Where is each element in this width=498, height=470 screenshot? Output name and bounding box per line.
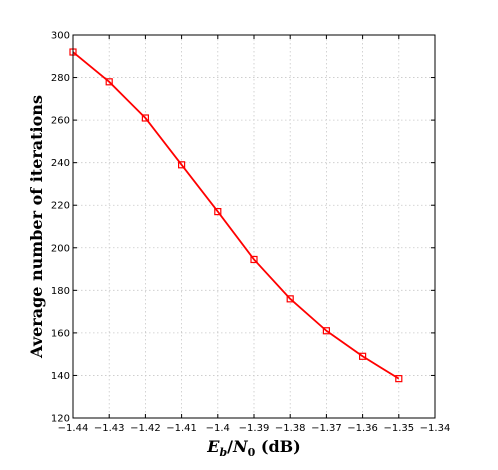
data-point-marker <box>141 114 149 122</box>
data-point-marker <box>178 161 186 169</box>
x-tick-labels: −1.44 −1.43 −1.42 −1.41 −1.4 −1.39 −1.38 −1.37−… <box>58 423 451 434</box>
data-point-marker <box>322 327 330 335</box>
y-tick-label: 280 <box>51 73 70 84</box>
y-tick-label: 300 <box>51 31 70 42</box>
x-axis-sep: / <box>227 437 233 456</box>
y-tick-label: 160 <box>51 328 70 339</box>
x-axis-unit: (dB) <box>255 437 300 456</box>
x-axis-var2: N <box>232 437 249 456</box>
x-axis-var-sub: b <box>219 446 227 459</box>
y-tick-label: 220 <box>51 201 70 212</box>
x-tick-label: −1.38 <box>275 423 306 434</box>
y-tick-labels: 120 140 160 180 200 220 240 260 280 300 <box>51 31 70 425</box>
data-point-marker <box>105 78 113 86</box>
x-tick-label: −1.34 <box>420 423 451 434</box>
y-tick-label: 240 <box>51 158 70 169</box>
data-point-marker <box>286 295 294 303</box>
x-tick-label: −1.36 <box>347 423 378 434</box>
series-line <box>72 51 400 380</box>
x-tick-label: −1.39 <box>239 423 270 434</box>
y-tick-label: 120 <box>51 414 70 425</box>
y-tick-label: 180 <box>51 286 70 297</box>
x-axis-var: E <box>206 437 220 456</box>
y-axis-title: Average number of iterations <box>27 95 46 359</box>
x-axis-var2-sub: 0 <box>248 446 256 459</box>
y-tick-label: 200 <box>51 243 70 254</box>
x-tick-label: −1.44 <box>58 423 89 434</box>
data-point-marker <box>359 352 367 360</box>
y-tick-label: 260 <box>51 116 70 127</box>
series-layer <box>69 48 403 383</box>
y-tick-label: 140 <box>51 371 70 382</box>
x-tick-label: −1.35 <box>383 423 414 434</box>
x-tick-label: −1.37 <box>311 423 342 434</box>
axis-ticks <box>72 34 436 419</box>
data-point-marker <box>395 375 403 383</box>
x-tick-label: −1.4 <box>206 423 230 434</box>
x-axis-title: Eb/N0 (dB) <box>206 437 300 459</box>
data-point-marker <box>214 208 222 216</box>
x-tick-label: −1.42 <box>130 423 161 434</box>
grid <box>72 34 436 419</box>
x-tick-label: −1.41 <box>166 423 197 434</box>
data-point-marker <box>250 255 258 264</box>
x-tick-label: −1.43 <box>94 423 125 434</box>
